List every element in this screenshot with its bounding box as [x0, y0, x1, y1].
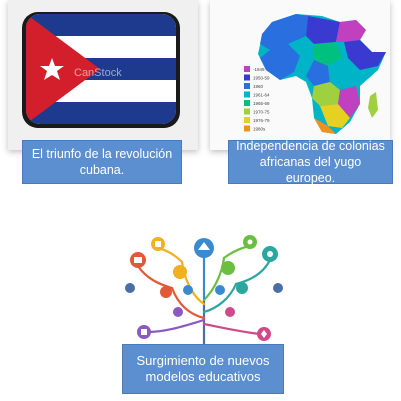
- legend-swatch: [244, 66, 250, 72]
- globe-icon: [267, 251, 273, 257]
- legend-swatch: [244, 83, 250, 89]
- legend-label: 1970-75: [253, 110, 270, 115]
- legend-label: 1960: [253, 84, 264, 89]
- legend-label: 1965-69: [253, 101, 270, 106]
- gear-icon: [141, 329, 147, 335]
- africa-map-panel: -1949 1950-59 1960 1961-64 1965-69 1970-75 197…: [210, 0, 390, 150]
- legend-label: 1961-64: [253, 93, 270, 98]
- legend-swatch: [244, 91, 250, 98]
- graduation-cap-icon: [198, 242, 210, 250]
- cuba-flag-panel: CanStock: [8, 0, 198, 150]
- star-icon: [261, 330, 267, 338]
- map-legend: -1949 1950-59 1960 1961-64 1965-69 1970-75 197…: [244, 66, 270, 132]
- cuba-revolution-caption: El triunfo de la revolución cubana.: [22, 140, 182, 184]
- monitor-icon: [155, 241, 161, 247]
- legend-swatch: [244, 117, 250, 123]
- legend-swatch: [244, 125, 250, 132]
- legend-label: -1949: [253, 67, 265, 72]
- legend-label: 1950-59: [253, 76, 270, 81]
- africa-map-shape: [258, 14, 386, 134]
- africa-map-image: -1949 1950-59 1960 1961-64 1965-69 1970-75 197…: [210, 0, 390, 150]
- education-tree-graphic: [125, 235, 283, 356]
- book-icon: [134, 257, 142, 263]
- education-models-caption: Surgimiento de nuevos modelos educativos: [122, 344, 284, 394]
- legend-label: 1976-79: [253, 118, 270, 123]
- legend-swatch: [244, 74, 250, 81]
- africa-independence-caption: Independencia de colonias africanas del …: [228, 139, 393, 185]
- legend-label: 1980s: [253, 127, 266, 132]
- legend-swatch: [244, 100, 250, 106]
- legend-swatch: [244, 108, 250, 115]
- watermark-text: CanStock: [74, 67, 122, 79]
- lightbulb-icon: [247, 239, 253, 245]
- cuba-flag-image: CanStock: [8, 0, 198, 150]
